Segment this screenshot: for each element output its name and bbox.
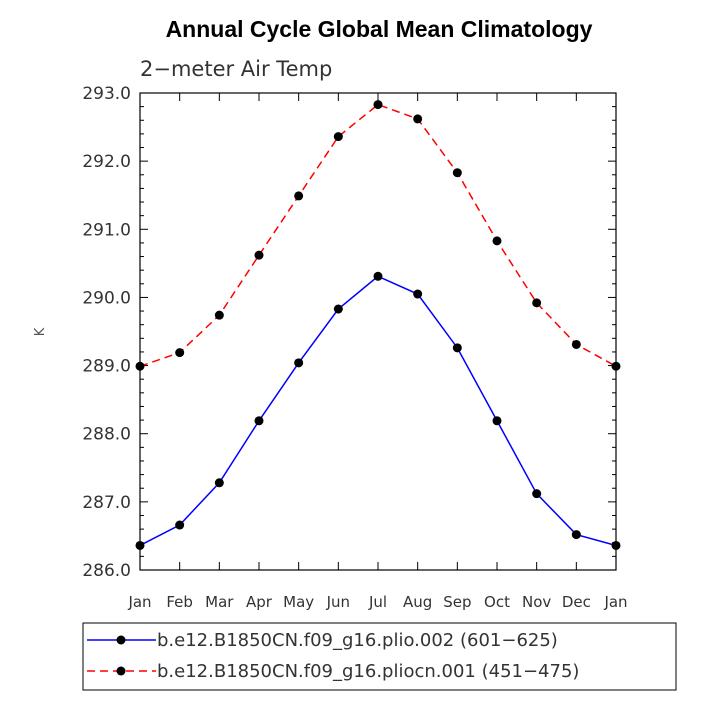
legend-marker-1 — [116, 635, 126, 645]
series-2-point — [492, 236, 502, 246]
series-2-point — [452, 168, 462, 178]
y-tick-label: 292.0 — [82, 152, 131, 172]
y-tick-label: 293.0 — [82, 84, 131, 104]
x-tick-label: Aug — [403, 593, 432, 611]
series-2-point — [571, 339, 581, 349]
series-1-point — [571, 530, 581, 540]
series-2-point — [532, 298, 542, 308]
series-1-point — [413, 289, 423, 299]
x-tick-label: Sep — [443, 593, 471, 611]
x-tick-label: Nov — [522, 593, 551, 611]
series-line-1 — [139, 275, 617, 547]
x-tick-label: Mar — [205, 593, 234, 611]
series-2-point — [333, 132, 343, 142]
x-tick-label: Dec — [562, 593, 591, 611]
series-2-point — [254, 250, 264, 260]
series-1-point — [254, 416, 264, 426]
plot-frame — [139, 92, 617, 571]
series-layer — [135, 100, 621, 550]
series-2-point — [175, 348, 185, 358]
x-tick-label: Apr — [246, 593, 273, 611]
chart-subtitle: 2−meter Air Temp — [140, 57, 332, 81]
series-2-point — [294, 191, 304, 201]
y-tick-label: 286.0 — [82, 561, 131, 581]
legend: b.e12.B1850CN.f09_g16.plio.002 (601−625)… — [87, 630, 579, 682]
series-2-point — [373, 100, 383, 110]
x-tick-label: Feb — [166, 593, 193, 611]
series-1-point — [214, 478, 224, 488]
series-1-point — [333, 304, 343, 314]
x-tick-label: Oct — [484, 593, 510, 611]
series-1-point — [492, 416, 502, 426]
series-2-point — [214, 310, 224, 320]
series-1-point — [532, 489, 542, 499]
series-1-point — [452, 343, 462, 353]
legend-box — [82, 622, 677, 691]
legend-label-2: b.e12.B1850CN.f09_g16.pliocn.001 (451−47… — [157, 661, 579, 682]
y-tick-label: 291.0 — [82, 220, 131, 240]
ticks-layer: 286.0 287.0 288.0 289.0 290.0 291.0 292.0 293.0… — [82, 84, 627, 611]
x-tick-label: Jun — [326, 593, 350, 611]
x-tick-label: Jul — [368, 593, 387, 611]
x-tick-label: May — [283, 593, 314, 611]
legend-marker-2 — [116, 666, 126, 676]
series-2-point — [135, 361, 145, 371]
y-tick-label: 287.0 — [82, 493, 131, 513]
y-tick-label: 289.0 — [82, 357, 131, 377]
series-2-point — [611, 361, 621, 371]
x-tick-label: Jan — [127, 593, 151, 611]
chart-title: Annual Cycle Global Mean Climatology — [166, 16, 593, 42]
y-tick-label: 288.0 — [82, 425, 131, 445]
series-1-point — [135, 540, 145, 550]
x-tick-label: Jan — [603, 593, 627, 611]
series-line-2 — [139, 103, 617, 367]
series-1-point — [611, 540, 621, 550]
y-axis-label: K — [33, 327, 48, 336]
series-2-point — [413, 114, 423, 124]
legend-label-1: b.e12.B1850CN.f09_g16.plio.002 (601−625) — [157, 630, 558, 651]
y-tick-label: 290.0 — [82, 288, 131, 308]
series-1-point — [373, 271, 383, 281]
series-1-point — [175, 520, 185, 530]
series-1-point — [294, 358, 304, 368]
